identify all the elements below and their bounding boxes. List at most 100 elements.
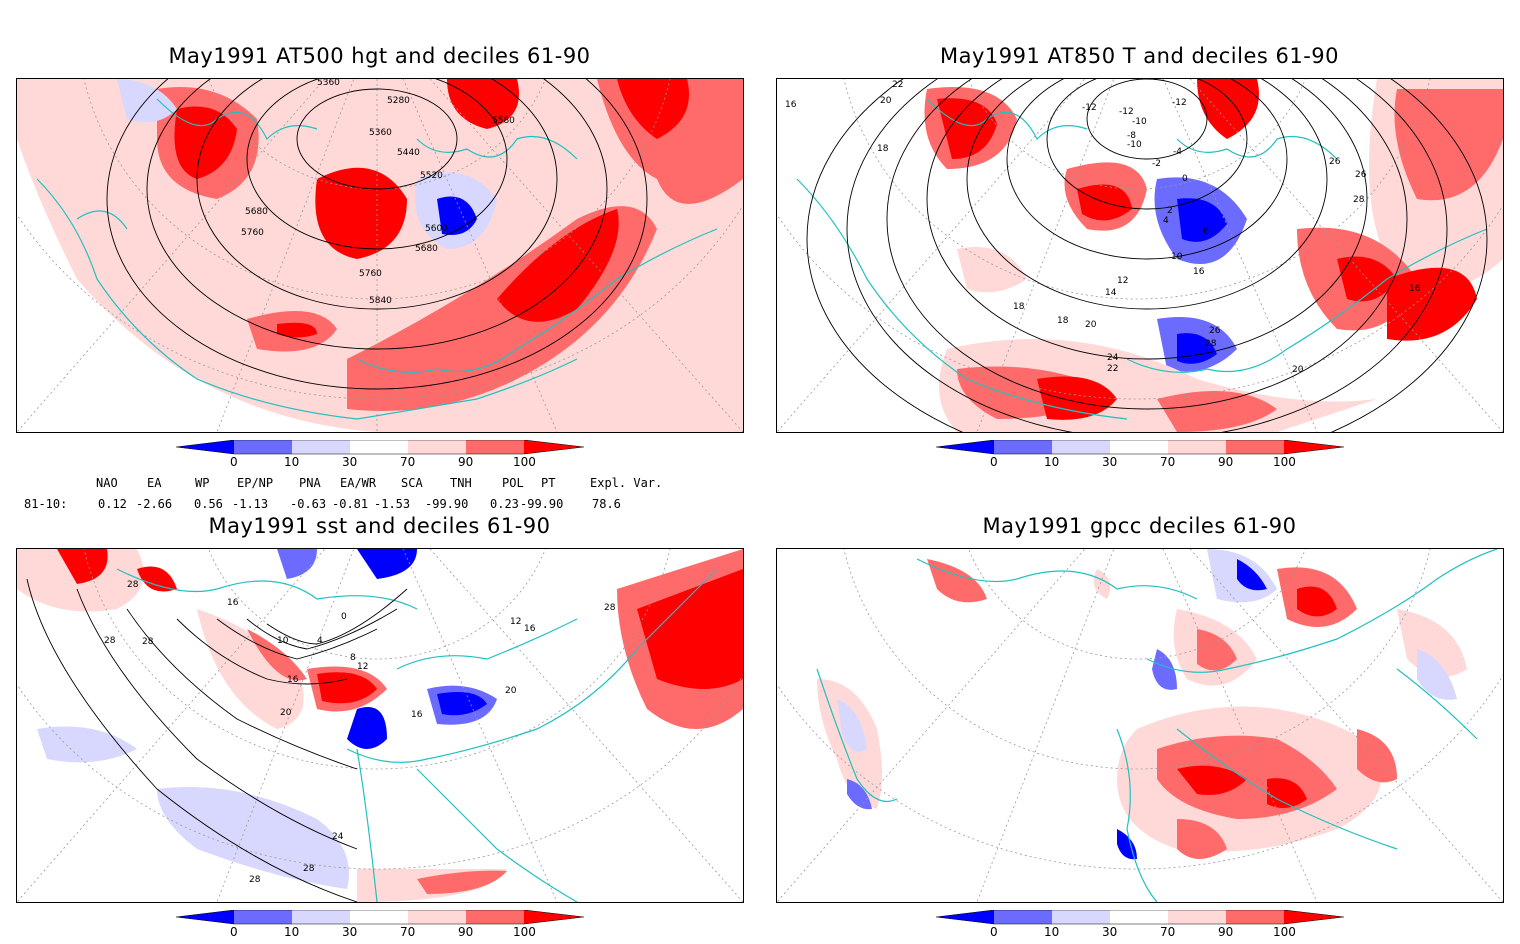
contour-labels: 28 28 28 16 10 4 0 8 12 16 20 24 28 28 1… [104,580,616,885]
panel-title-hgt500: May1991 AT500 hgt and deciles 61-90 [168,44,591,68]
map-gpcc [776,548,1504,903]
index-value: -1.13 [232,497,269,511]
svg-text:-2: -2 [1152,159,1161,169]
index-value: -99.90 [520,497,564,511]
lat-lon-grid [777,549,1503,902]
colorbar-tick: 0 [230,455,238,469]
coastlines [816,549,1498,902]
colorbar-tick: 0 [990,455,998,469]
svg-text:4: 4 [317,636,323,646]
svg-text:-12: -12 [1119,107,1134,117]
index-header: PNA [299,476,321,490]
svg-text:22: 22 [892,80,903,90]
index-header: EP/NP [237,476,274,490]
coastlines [116,568,718,902]
svg-text:22: 22 [1107,364,1118,374]
svg-text:8: 8 [350,653,356,663]
svg-text:28: 28 [1353,195,1365,205]
svg-text:0: 0 [341,612,347,622]
svg-text:2: 2 [1167,206,1173,216]
svg-text:14: 14 [1105,288,1117,298]
decile-fill [17,549,743,902]
svg-text:10: 10 [277,636,289,646]
svg-text:12: 12 [357,662,368,672]
contours [26,578,408,902]
svg-text:5760: 5760 [241,228,264,238]
svg-text:28: 28 [249,875,261,885]
svg-text:18: 18 [1013,302,1025,312]
colorbar-tick: 70 [1160,925,1176,939]
svg-text:20: 20 [880,96,892,106]
svg-text:5580: 5580 [492,116,515,126]
svg-text:28: 28 [1205,339,1217,349]
svg-text:26: 26 [1355,170,1367,180]
index-value: -0.81 [332,497,369,511]
index-value: 78.6 [592,497,621,511]
svg-text:28: 28 [127,580,139,590]
colorbar-tick: 10 [1044,925,1060,939]
svg-text:16: 16 [1409,284,1421,294]
svg-text:28: 28 [303,864,315,874]
svg-text:18: 18 [1057,316,1069,326]
colorbar-tick: 30 [342,925,358,939]
svg-text:4: 4 [1163,216,1169,226]
index-header: TNH [450,476,472,490]
contours [806,79,1488,432]
index-header: Expl. Var. [590,476,663,490]
panel-title-t850: May1991 AT850 T and deciles 61-90 [939,44,1340,68]
lat-lon-grid [17,549,743,902]
panel-title-sst: May1991 sst and deciles 61-90 [208,514,551,538]
svg-text:5680: 5680 [245,207,268,217]
index-header: SCA [401,476,423,490]
svg-text:24: 24 [1107,353,1119,363]
svg-text:18: 18 [877,144,889,154]
svg-text:12: 12 [510,617,521,627]
decile-fill [777,79,1503,432]
svg-text:0: 0 [1182,174,1188,184]
svg-text:-12: -12 [1172,98,1187,108]
svg-text:16: 16 [524,624,536,634]
coastlines [796,98,1488,420]
svg-text:16: 16 [1193,267,1205,277]
decile-fill [777,549,1503,902]
colorbar-tick: 90 [458,455,474,469]
svg-text:28: 28 [604,603,616,613]
svg-text:16: 16 [287,675,299,685]
colorbar-tick: 100 [1273,455,1296,469]
svg-text:5600: 5600 [425,224,448,234]
colorbar-tick: 70 [1160,455,1176,469]
index-header: EA/WR [340,476,377,490]
svg-text:28: 28 [104,636,116,646]
svg-text:-4: -4 [1173,147,1182,157]
colorbar-tick: 90 [1218,925,1234,939]
colorbar-tick: 100 [513,455,536,469]
svg-text:5360: 5360 [317,79,340,88]
contours [106,79,648,390]
svg-text:5760: 5760 [359,269,382,279]
colorbar-tick: 10 [284,925,300,939]
colorbar-tick: 100 [513,925,536,939]
colorbar-tick: 0 [230,925,238,939]
svg-text:20: 20 [505,686,517,696]
svg-text:20: 20 [1292,365,1304,375]
contour-labels: 5360 5280 5580 5360 5440 5520 5680 5760 … [241,79,515,306]
panel-title-gpcc: May1991 gpcc deciles 61-90 [982,514,1297,538]
colorbar-tick: 100 [1273,925,1296,939]
index-header: EA [147,476,162,490]
index-value: 0.56 [194,497,223,511]
lat-lon-grid [17,79,743,432]
contour-labels: 22 20 16 18 -12 -12 -10 -8 -2 -4 0 2 4 6… [785,80,1421,375]
lat-lon-grid [777,79,1503,432]
svg-text:20: 20 [280,708,292,718]
colorbar-hgt500: 0 10 30 70 90 100 [175,439,586,470]
svg-text:10: 10 [1171,252,1183,262]
colorbar-tick: 30 [1102,455,1118,469]
colorbar-tick: 70 [400,925,416,939]
svg-text:5360: 5360 [369,128,392,138]
colorbar-tick: 70 [400,455,416,469]
colorbar-tick: 30 [1102,925,1118,939]
index-value: -99.90 [425,497,469,511]
svg-text:5520: 5520 [420,171,443,181]
decile-fill [17,79,743,432]
svg-text:5680: 5680 [415,244,438,254]
